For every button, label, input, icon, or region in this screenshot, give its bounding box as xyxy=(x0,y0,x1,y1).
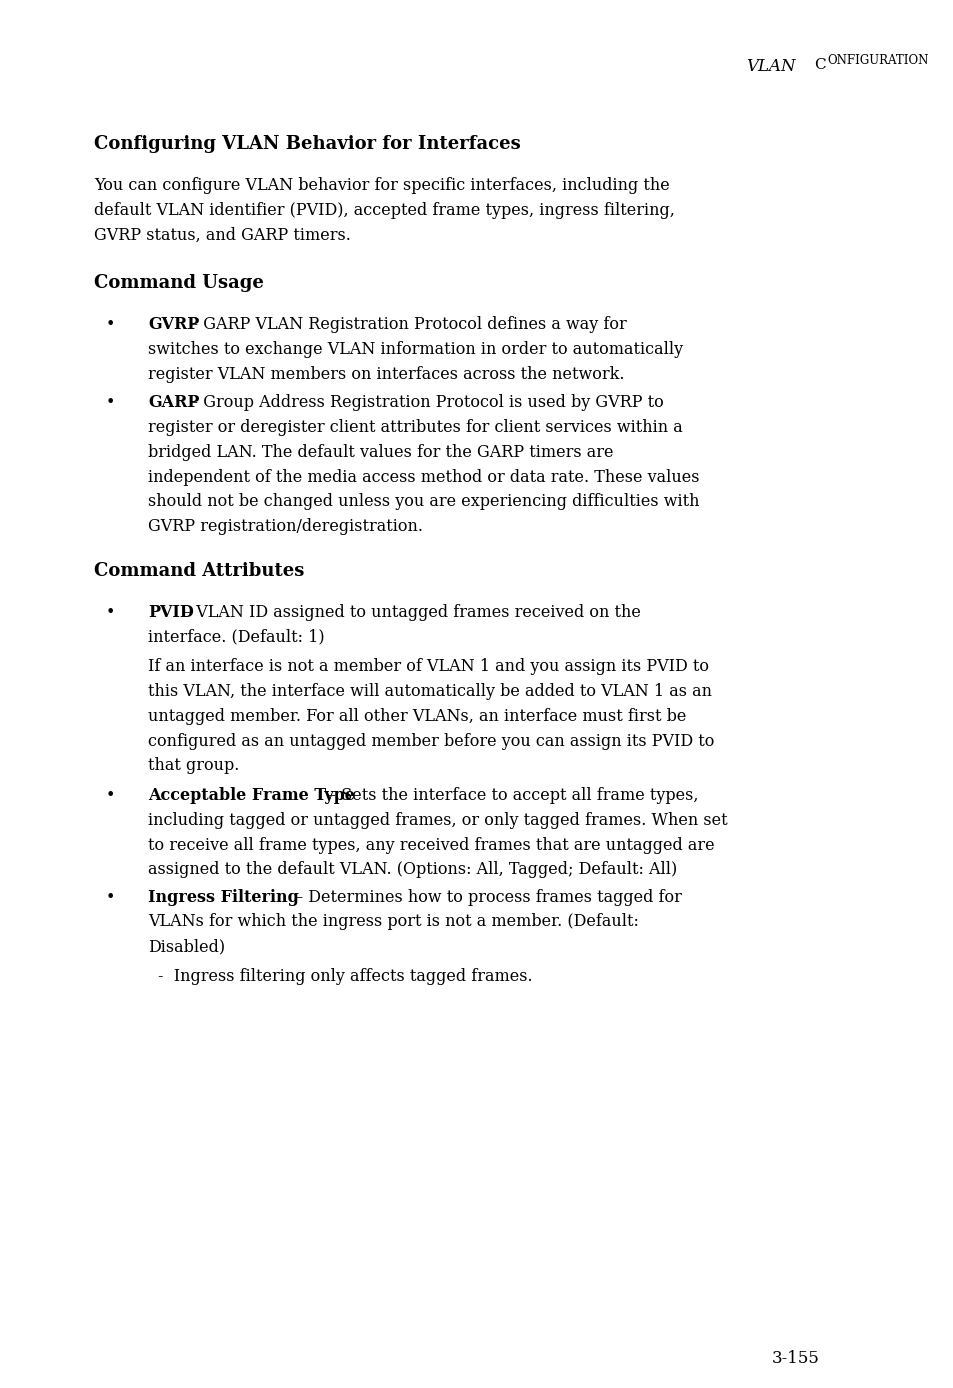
Text: Command Usage: Command Usage xyxy=(93,275,264,293)
Text: this VLAN, the interface will automatically be added to VLAN 1 as an: this VLAN, the interface will automatica… xyxy=(148,683,712,700)
Text: •: • xyxy=(106,316,115,333)
Text: If an interface is not a member of VLAN 1 and you assign its PVID to: If an interface is not a member of VLAN … xyxy=(148,658,709,676)
Text: register or deregister client attributes for client services within a: register or deregister client attributes… xyxy=(148,419,682,436)
Text: •: • xyxy=(106,787,115,804)
Text: assigned to the default VLAN. (Options: All, Tagged; Default: All): assigned to the default VLAN. (Options: … xyxy=(148,862,677,879)
Text: independent of the media access method or data rate. These values: independent of the media access method o… xyxy=(148,469,700,486)
Text: – VLAN ID assigned to untagged frames received on the: – VLAN ID assigned to untagged frames re… xyxy=(183,604,640,620)
Text: ONFIGURATION: ONFIGURATION xyxy=(827,54,928,67)
Text: Ingress Filtering: Ingress Filtering xyxy=(148,888,299,905)
Text: configured as an untagged member before you can assign its PVID to: configured as an untagged member before … xyxy=(148,733,714,750)
Text: – GARP VLAN Registration Protocol defines a way for: – GARP VLAN Registration Protocol define… xyxy=(190,316,626,333)
Text: including tagged or untagged frames, or only tagged frames. When set: including tagged or untagged frames, or … xyxy=(148,812,727,829)
Text: should not be changed unless you are experiencing difficulties with: should not be changed unless you are exp… xyxy=(148,493,700,511)
Text: GVRP registration/deregistration.: GVRP registration/deregistration. xyxy=(148,518,423,534)
Text: GARP: GARP xyxy=(148,394,199,411)
Text: GVRP status, and GARP timers.: GVRP status, and GARP timers. xyxy=(93,226,351,243)
Text: 3-155: 3-155 xyxy=(770,1351,819,1367)
Text: default VLAN identifier (PVID), accepted frame types, ingress filtering,: default VLAN identifier (PVID), accepted… xyxy=(93,201,674,219)
Text: Configuring VLAN Behavior for Interfaces: Configuring VLAN Behavior for Interfaces xyxy=(93,135,520,153)
Text: bridged LAN. The default values for the GARP timers are: bridged LAN. The default values for the … xyxy=(148,444,613,461)
Text: •: • xyxy=(106,394,115,411)
Text: -  Ingress filtering only affects tagged frames.: - Ingress filtering only affects tagged … xyxy=(158,967,533,985)
Text: – Group Address Registration Protocol is used by GVRP to: – Group Address Registration Protocol is… xyxy=(190,394,663,411)
Text: untagged member. For all other VLANs, an interface must first be: untagged member. For all other VLANs, an… xyxy=(148,708,686,725)
Text: to receive all frame types, any received frames that are untagged are: to receive all frame types, any received… xyxy=(148,837,714,854)
Text: PVID: PVID xyxy=(148,604,193,620)
Text: •: • xyxy=(106,888,115,905)
Text: Acceptable Frame Type: Acceptable Frame Type xyxy=(148,787,355,804)
Text: – Determines how to process frames tagged for: – Determines how to process frames tagge… xyxy=(294,888,680,905)
Text: Disabled): Disabled) xyxy=(148,938,225,955)
Text: register VLAN members on interfaces across the network.: register VLAN members on interfaces acro… xyxy=(148,366,624,383)
Text: VLANs for which the ingress port is not a member. (Default:: VLANs for which the ingress port is not … xyxy=(148,913,639,930)
Text: that group.: that group. xyxy=(148,758,239,775)
Text: You can configure VLAN behavior for specific interfaces, including the: You can configure VLAN behavior for spec… xyxy=(93,178,669,194)
Text: interface. (Default: 1): interface. (Default: 1) xyxy=(148,629,325,645)
Text: VLAN: VLAN xyxy=(746,58,795,75)
Text: C: C xyxy=(813,58,824,72)
Text: switches to exchange VLAN information in order to automatically: switches to exchange VLAN information in… xyxy=(148,341,682,358)
Text: Command Attributes: Command Attributes xyxy=(93,562,304,580)
Text: GVRP: GVRP xyxy=(148,316,199,333)
Text: – Sets the interface to accept all frame types,: – Sets the interface to accept all frame… xyxy=(328,787,698,804)
Text: •: • xyxy=(106,604,115,620)
